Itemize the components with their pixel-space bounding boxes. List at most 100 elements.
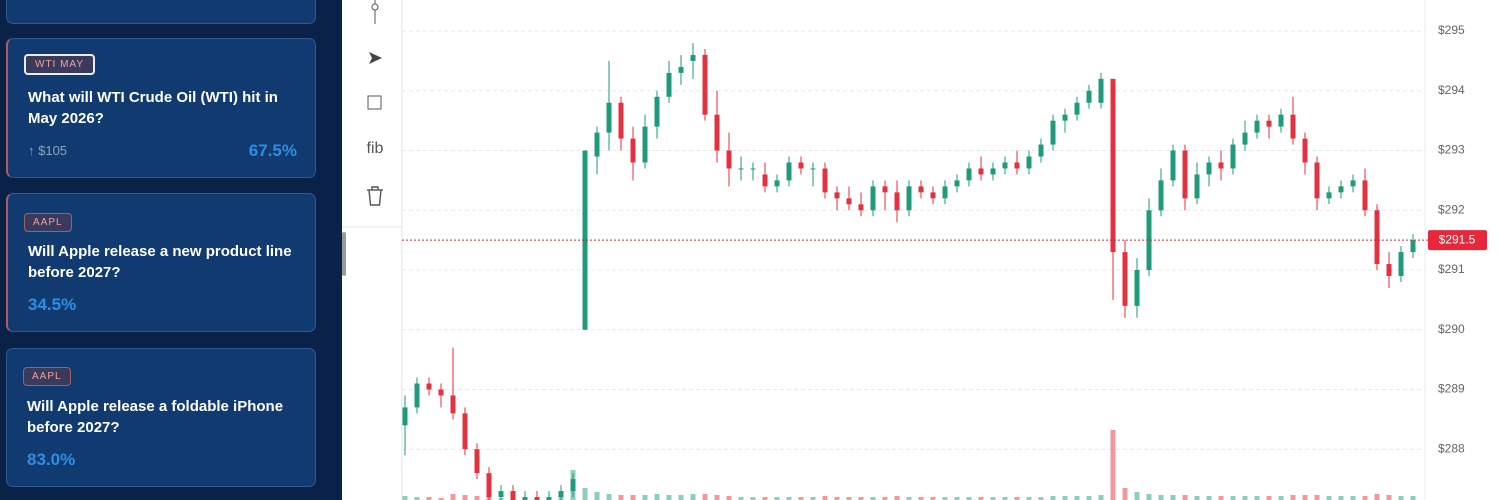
y-tick-label: $293 bbox=[1438, 143, 1465, 157]
volume-bar bbox=[594, 492, 600, 500]
volume-bar bbox=[1194, 496, 1200, 500]
candle-body bbox=[546, 497, 552, 500]
candle-body bbox=[954, 180, 960, 187]
candle-body bbox=[1410, 240, 1416, 253]
candle-body bbox=[1290, 114, 1296, 139]
y-tick-label: $288 bbox=[1438, 441, 1465, 455]
volume-bar bbox=[978, 497, 984, 500]
scrollbar[interactable] bbox=[342, 232, 346, 276]
market-percent: 67.5% bbox=[248, 141, 297, 160]
candle-body bbox=[846, 198, 852, 205]
volume-bar bbox=[750, 497, 756, 500]
volume-bar bbox=[918, 497, 924, 500]
volume-bar bbox=[1206, 496, 1212, 500]
volume-bar bbox=[738, 497, 744, 500]
volume-bar bbox=[762, 497, 768, 500]
candle-body bbox=[558, 491, 564, 498]
volume-bar bbox=[1362, 496, 1368, 500]
volume-bar bbox=[702, 494, 708, 500]
tool-rect[interactable] bbox=[367, 95, 382, 110]
candle-body bbox=[594, 132, 600, 157]
candle-body bbox=[666, 72, 672, 97]
volume-bar bbox=[1110, 430, 1116, 500]
market-card[interactable]: AAPL Will Apple release a foldable iPhon… bbox=[6, 348, 316, 487]
candle-body bbox=[1002, 162, 1008, 169]
volume-bar bbox=[1122, 488, 1128, 500]
candle-body bbox=[966, 168, 972, 181]
market-question: Will Apple release a new product line be… bbox=[28, 243, 292, 281]
candle-body bbox=[642, 126, 648, 163]
volume-bar bbox=[834, 497, 840, 500]
candle-body bbox=[1362, 180, 1368, 211]
candle-body bbox=[690, 54, 696, 61]
volume-bar bbox=[1218, 496, 1224, 500]
volume-bar bbox=[846, 497, 852, 500]
candle-body bbox=[1398, 252, 1404, 276]
market-card[interactable]: WTI MAY What will WTI Crude Oil (WTI) hi… bbox=[6, 38, 316, 178]
sidebar: WTI MAY What will WTI Crude Oil (WTI) hi… bbox=[0, 0, 342, 500]
tool-trash[interactable] bbox=[367, 186, 383, 206]
volume-bar bbox=[1350, 496, 1356, 500]
volume-bar bbox=[1266, 496, 1272, 500]
tool-fib[interactable]: fib bbox=[367, 140, 384, 157]
candle-body bbox=[450, 395, 456, 414]
y-tick-label: $291 bbox=[1438, 262, 1465, 276]
volume-bar bbox=[894, 496, 900, 500]
volume-bar bbox=[666, 495, 672, 500]
volume-bar bbox=[1050, 496, 1056, 500]
tool-line[interactable] bbox=[371, 0, 379, 24]
candle-body bbox=[1206, 162, 1212, 175]
candle-body bbox=[822, 168, 828, 193]
last-price-box bbox=[1428, 230, 1487, 251]
volume-bar bbox=[1158, 495, 1164, 500]
market-percent: 34.5% bbox=[28, 295, 77, 314]
volume-bar bbox=[858, 497, 864, 500]
market-tag: WTI MAY bbox=[24, 54, 96, 75]
volume-bar bbox=[966, 497, 972, 500]
market-card[interactable]: AAPL Will Apple release a new product li… bbox=[6, 193, 316, 332]
volume-bar bbox=[1338, 496, 1344, 500]
volume-bar bbox=[990, 497, 996, 500]
volume-bar bbox=[822, 496, 828, 500]
candle-body bbox=[1302, 138, 1308, 163]
market-target: ↑ $105 bbox=[28, 143, 68, 158]
volume-bar bbox=[1170, 495, 1176, 500]
candle-body bbox=[1014, 162, 1020, 169]
candle-body bbox=[978, 168, 984, 175]
market-card[interactable] bbox=[6, 0, 316, 24]
candle-body bbox=[990, 168, 996, 175]
volume-bar bbox=[882, 497, 888, 500]
candle-body bbox=[1098, 78, 1104, 103]
y-tick-label: $292 bbox=[1438, 202, 1465, 216]
candle-body bbox=[1386, 264, 1392, 276]
volume-bar bbox=[426, 497, 432, 500]
volume-bar bbox=[954, 497, 960, 500]
candle-body bbox=[1242, 132, 1248, 145]
candle-body bbox=[1050, 120, 1056, 145]
last-price-label: $291.5 bbox=[1439, 232, 1476, 246]
candle-body bbox=[738, 168, 744, 170]
candle-body bbox=[882, 186, 888, 193]
candle-body bbox=[1218, 162, 1224, 169]
candle-body bbox=[1038, 144, 1044, 157]
candle-body bbox=[870, 186, 876, 211]
y-tick-label: $295 bbox=[1438, 23, 1465, 37]
volume-bar bbox=[1290, 495, 1296, 500]
candle-body bbox=[762, 174, 768, 187]
candle-body bbox=[438, 389, 444, 396]
candle-body bbox=[678, 66, 684, 73]
candle-body bbox=[402, 407, 408, 426]
candle-body bbox=[462, 413, 468, 450]
volume-bar bbox=[642, 495, 648, 500]
candle-body bbox=[522, 497, 528, 500]
volume-bar bbox=[630, 495, 636, 500]
candle-body bbox=[1338, 186, 1344, 193]
candle-body bbox=[474, 449, 480, 474]
tool-arrow[interactable] bbox=[369, 52, 382, 64]
volume-bar bbox=[726, 496, 732, 500]
candle-body bbox=[750, 168, 756, 170]
candle-body bbox=[1230, 144, 1236, 169]
market-tag: AAPL bbox=[24, 213, 72, 232]
